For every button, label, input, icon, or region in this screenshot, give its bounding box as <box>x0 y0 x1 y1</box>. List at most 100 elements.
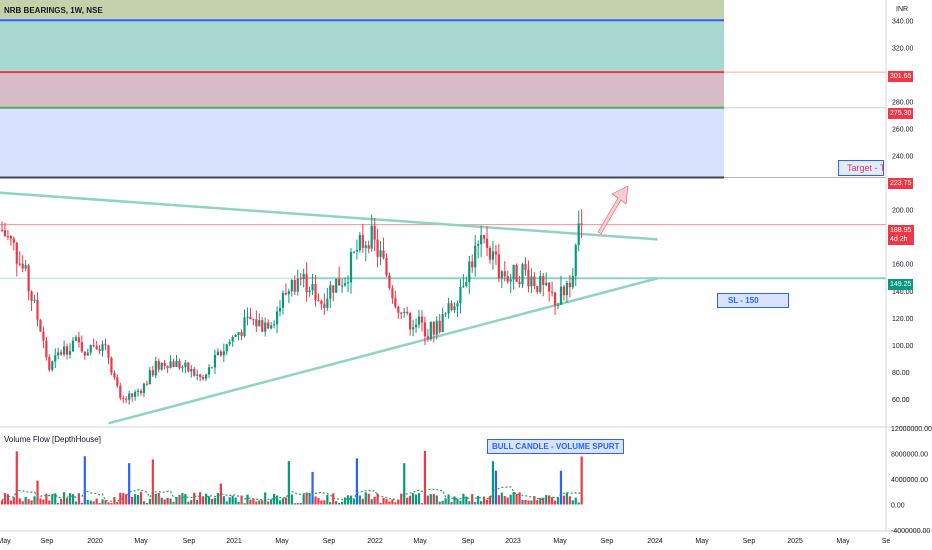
candle-body <box>116 377 119 386</box>
zone-0 <box>0 0 724 21</box>
candle-body <box>533 276 536 287</box>
candle-body <box>480 235 483 245</box>
candle-body <box>355 250 358 252</box>
candle-body <box>290 280 293 292</box>
candle-body <box>320 300 323 305</box>
candle-body <box>341 285 344 287</box>
volume-bar <box>335 501 338 505</box>
x-tick-label: May <box>553 538 567 545</box>
candle-body <box>39 319 42 332</box>
candle-body <box>409 313 412 330</box>
volume-bar <box>299 503 302 505</box>
candle-body <box>494 251 498 255</box>
candle-body <box>314 284 317 301</box>
volume-bar <box>515 494 518 505</box>
candle-body <box>317 300 320 302</box>
volume-bar <box>199 492 202 505</box>
volume-bar <box>65 498 69 505</box>
candle-body <box>361 235 364 248</box>
candle-body <box>308 290 311 293</box>
countdown: 4d 2h <box>890 236 908 243</box>
candle-body <box>261 320 264 332</box>
volume-bar <box>456 499 459 505</box>
zone-1 <box>0 20 724 73</box>
volume-bar <box>190 500 193 505</box>
candle-body <box>326 298 329 309</box>
volume-bar <box>216 493 219 505</box>
volume-bar <box>42 499 45 505</box>
candle-body <box>60 352 63 355</box>
volume-bar <box>95 498 98 505</box>
volume-bar <box>3 493 7 505</box>
volume-bar <box>426 495 429 505</box>
candle-body <box>414 324 418 328</box>
candle-body <box>462 285 465 287</box>
volume-bar <box>568 496 571 505</box>
volume-bar <box>101 499 104 505</box>
volume-bar <box>151 459 154 505</box>
candle-body <box>272 324 276 326</box>
volume-bar <box>553 500 557 505</box>
volume-bar <box>184 494 187 505</box>
candle-body <box>175 360 178 367</box>
trendline-1 <box>108 277 658 425</box>
x-tick-label: Se <box>882 538 891 545</box>
candle-body <box>447 303 450 314</box>
candle-body <box>246 316 249 318</box>
y-tick-label: 120.00 <box>892 316 914 323</box>
volume-bar <box>107 502 110 505</box>
volume-bar <box>388 501 391 505</box>
candle-body <box>530 276 533 287</box>
volume-bar <box>202 496 205 505</box>
candle-body <box>33 299 36 301</box>
candle-body <box>148 370 151 385</box>
candle-body <box>432 322 435 335</box>
last-price-tag: 188.95 4d 2h <box>888 225 914 245</box>
volume-bar <box>521 499 524 505</box>
volume-bar <box>577 502 580 505</box>
volume-indicator-label[interactable]: Volume Flow [DepthHouse] <box>4 435 101 444</box>
target-annotation[interactable]: Target - T <box>838 160 884 176</box>
volume-bar <box>349 495 353 505</box>
x-tick-label: Sep <box>183 538 196 545</box>
x-tick-label: May <box>413 538 427 545</box>
candle-body <box>296 278 299 292</box>
volume-bar <box>379 502 382 505</box>
volume-bar <box>163 499 166 505</box>
candle-body <box>190 368 193 372</box>
volume-bar <box>252 498 255 505</box>
volume-bar <box>420 503 424 505</box>
candle-body <box>577 223 580 245</box>
candle-body <box>506 276 509 282</box>
candle-body <box>202 376 205 379</box>
volume-bar <box>63 492 66 505</box>
candle-body <box>80 342 83 352</box>
bull-candle-annotation[interactable]: BULL CANDLE - VOLUME SPURT <box>487 439 625 454</box>
volume-bar <box>403 463 406 505</box>
candle-body <box>329 285 332 299</box>
candle-body <box>104 344 107 346</box>
candle-body <box>213 355 217 368</box>
volume-bar <box>556 497 560 505</box>
candle-body <box>423 322 427 337</box>
volume-ma-line <box>1 486 583 502</box>
volume-bar <box>550 497 554 505</box>
volume-bar <box>512 492 515 505</box>
candle-body <box>18 263 21 265</box>
candle-body <box>181 366 184 369</box>
candle-body <box>349 252 353 283</box>
candle-body <box>63 346 66 355</box>
volume-bar <box>527 500 530 505</box>
candle-body <box>426 336 429 340</box>
volume-bar <box>308 492 311 505</box>
candle-body <box>500 271 503 279</box>
candle-body <box>219 351 222 356</box>
candle-body <box>485 238 489 248</box>
candle-body <box>562 286 566 296</box>
volume-bar <box>219 483 222 505</box>
sl-annotation[interactable]: SL - 150 <box>717 293 789 308</box>
volume-bar <box>142 501 146 505</box>
volume-bar <box>441 500 444 505</box>
volume-bar <box>355 458 358 505</box>
